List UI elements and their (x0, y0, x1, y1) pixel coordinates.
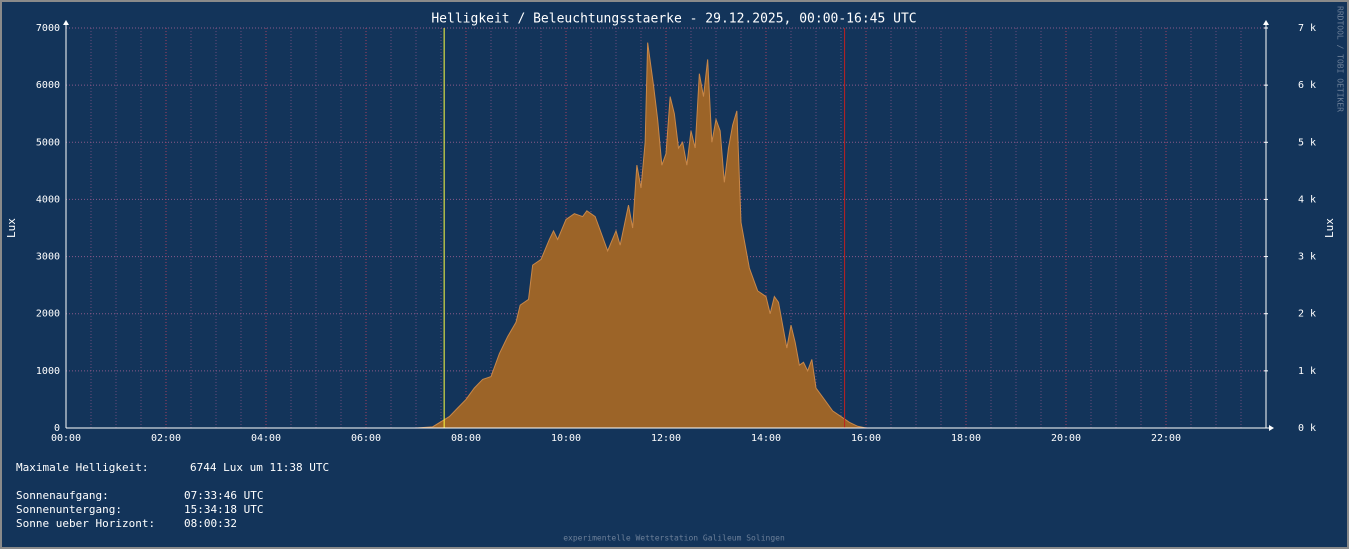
x-tick-label: 22:00 (1151, 433, 1181, 444)
y-tick-label: 6000 (36, 80, 60, 91)
area (416, 42, 866, 428)
x-tick-label: 08:00 (451, 433, 481, 444)
y-tick-label: 0 (54, 423, 60, 434)
summary-label: Maximale Helligkeit: (16, 461, 148, 474)
summary-label: Sonnenuntergang: (16, 503, 122, 516)
y2-tick-label: 3 k (1298, 252, 1316, 263)
y-tick-label: 1000 (36, 366, 60, 377)
y-arrow (63, 20, 69, 25)
y2-tick-label: 5 k (1298, 137, 1316, 148)
x-tick-label: 10:00 (551, 433, 581, 444)
y2-tick-label: 1 k (1298, 366, 1316, 377)
y2-tick-label: 2 k (1298, 309, 1316, 320)
y-tick-label: 3000 (36, 252, 60, 263)
x-tick-label: 06:00 (351, 433, 381, 444)
y-tick-label: 4000 (36, 194, 60, 205)
side-text: RRDTOOL / TOBI OETIKER (1336, 6, 1345, 112)
summary-label: Sonnenaufgang: (16, 489, 109, 502)
summary-value: 08:00:32 (184, 517, 237, 530)
chart-title: Helligkeit / Beleuchtungsstaerke - 29.12… (431, 12, 916, 27)
y2-tick-label: 6 k (1298, 80, 1316, 91)
y-tick-label: 5000 (36, 137, 60, 148)
x-tick-label: 18:00 (951, 433, 981, 444)
x-tick-label: 00:00 (51, 433, 81, 444)
y2-arrow (1263, 20, 1269, 25)
y-axis-label: Lux (5, 218, 18, 238)
summary-value: 15:34:18 UTC (184, 503, 263, 516)
summary-value: 6744 Lux um 11:38 UTC (190, 461, 329, 474)
y2-tick-label: 0 k (1298, 423, 1316, 434)
y2-tick-label: 7 k (1298, 23, 1316, 34)
x-arrow (1269, 425, 1274, 431)
x-tick-label: 02:00 (151, 433, 181, 444)
y2-tick-label: 4 k (1298, 194, 1316, 205)
x-tick-label: 12:00 (651, 433, 681, 444)
x-tick-label: 16:00 (851, 433, 881, 444)
x-tick-label: 04:00 (251, 433, 281, 444)
summary-value: 07:33:46 UTC (184, 489, 263, 502)
x-tick-label: 14:00 (751, 433, 781, 444)
area-line (415, 42, 867, 429)
summary-label: Sonne ueber Horizont: (16, 517, 155, 530)
x-tick-label: 20:00 (1051, 433, 1081, 444)
y-tick-label: 7000 (36, 23, 60, 34)
y-tick-label: 2000 (36, 309, 60, 320)
footer: experimentelle Wetterstation Galileum So… (563, 534, 785, 543)
y2-axis-label: Lux (1323, 218, 1336, 238)
